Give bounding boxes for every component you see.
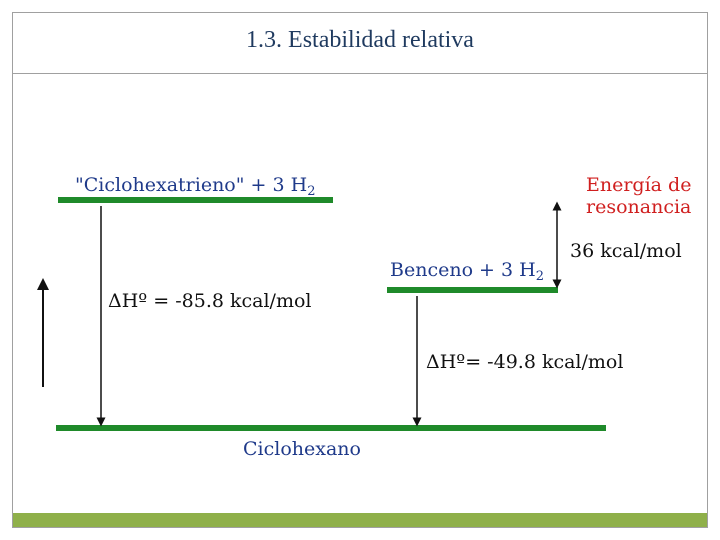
resonance-label-line1: Energía de (586, 174, 691, 196)
dh-mid-label: ΔHº= -49.8 kcal/mol (426, 351, 623, 373)
level-bottom-label: Ciclohexano (243, 438, 361, 460)
dh-top-label: ΔHº = -85.8 kcal/mol (108, 290, 311, 312)
title-bar: 1.3. Estabilidad relativa (13, 13, 707, 74)
footer-bar (13, 513, 707, 527)
resonance-value: 36 kcal/mol (570, 240, 682, 262)
resonance-label-line2: resonancia (586, 196, 691, 218)
level-top-label: "Ciclohexatrieno" + 3 H2 (75, 174, 315, 199)
level-mid-label: Benceno + 3 H2 (390, 259, 544, 284)
slide: 1.3. Estabilidad relativa (12, 12, 708, 528)
slide-title: 1.3. Estabilidad relativa (246, 27, 474, 53)
